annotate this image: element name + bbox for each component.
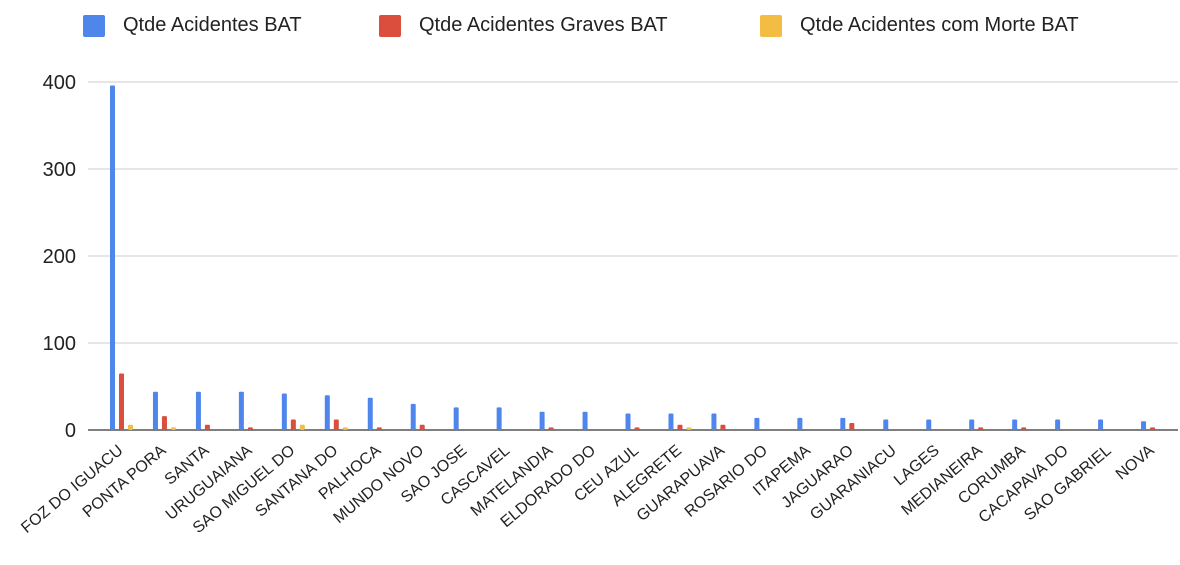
- legend-label-acidentes: Qtde Acidentes BAT: [123, 14, 302, 36]
- bar-acidentes-14: [711, 413, 717, 430]
- y-tick-label-400: 400: [43, 72, 76, 94]
- bar-acidentes-2: [195, 391, 201, 430]
- bar-morte-5: [342, 427, 348, 430]
- bar-morte-13: [686, 427, 692, 430]
- bar-graves-5: [333, 419, 339, 430]
- bar-graves-0: [119, 373, 124, 430]
- bar-graves-10: [548, 427, 554, 430]
- legend-swatch-acidentes: [83, 14, 105, 37]
- bar-graves-3: [247, 427, 253, 430]
- bar-acidentes-23: [1098, 419, 1104, 430]
- bar-acidentes-0: [110, 85, 115, 430]
- y-tick-label-300: 300: [43, 159, 76, 181]
- bar-graves-2: [204, 424, 210, 430]
- bar-graves-14: [720, 424, 726, 430]
- bar-acidentes-9: [496, 407, 502, 430]
- bar-morte-1: [170, 427, 176, 430]
- legend-swatch-graves: [379, 14, 401, 37]
- bar-acidentes-15: [754, 417, 760, 430]
- bar-graves-12: [634, 427, 640, 430]
- legend-label-morte: Qtde Acidentes com Morte BAT: [800, 14, 1079, 36]
- bar-acidentes-19: [926, 419, 932, 430]
- legend-label-graves: Qtde Acidentes Graves BAT: [419, 14, 668, 36]
- bar-graves-4: [290, 419, 296, 430]
- bar-acidentes-21: [1012, 419, 1018, 430]
- bar-acidentes-8: [453, 407, 459, 430]
- bar-acidentes-22: [1055, 419, 1061, 430]
- bar-acidentes-1: [152, 391, 158, 430]
- bar-acidentes-20: [969, 419, 975, 430]
- bar-acidentes-24: [1141, 421, 1147, 430]
- bar-acidentes-3: [238, 391, 244, 430]
- bar-graves-6: [376, 427, 382, 430]
- legend-item-morte[interactable]: Qtde Acidentes com Morte BAT: [760, 14, 1079, 37]
- bar-acidentes-4: [281, 393, 287, 430]
- bar-graves-17: [849, 423, 855, 430]
- x-tick-label-24: NOVA: [1113, 442, 1158, 484]
- bar-graves-13: [677, 424, 683, 430]
- y-tick-label-0: 0: [65, 420, 76, 442]
- bar-acidentes-16: [797, 417, 803, 430]
- bar-acidentes-10: [539, 411, 545, 430]
- bar-acidentes-7: [410, 403, 416, 430]
- bar-acidentes-17: [840, 417, 846, 430]
- y-tick-label-200: 200: [43, 246, 76, 268]
- bar-graves-7: [419, 424, 425, 430]
- bar-acidentes-6: [367, 397, 373, 430]
- bar-morte-4: [299, 424, 305, 430]
- chart-legend: Qtde Acidentes BAT Qtde Acidentes Graves…: [0, 14, 1180, 44]
- bar-acidentes-11: [582, 411, 588, 430]
- bar-graves-20: [978, 427, 984, 430]
- y-tick-label-100: 100: [43, 333, 76, 355]
- bar-graves-1: [161, 416, 167, 430]
- bar-acidentes-12: [625, 413, 631, 430]
- bar-acidentes-13: [668, 413, 674, 430]
- bar-acidentes-18: [883, 419, 889, 430]
- legend-item-graves[interactable]: Qtde Acidentes Graves BAT: [379, 14, 668, 37]
- bar-graves-24: [1150, 427, 1156, 430]
- bar-morte-0: [128, 424, 133, 430]
- bar-acidentes-5: [324, 395, 330, 430]
- legend-item-acidentes[interactable]: Qtde Acidentes BAT: [83, 14, 302, 37]
- legend-swatch-morte: [760, 14, 782, 37]
- bar-graves-21: [1021, 427, 1027, 430]
